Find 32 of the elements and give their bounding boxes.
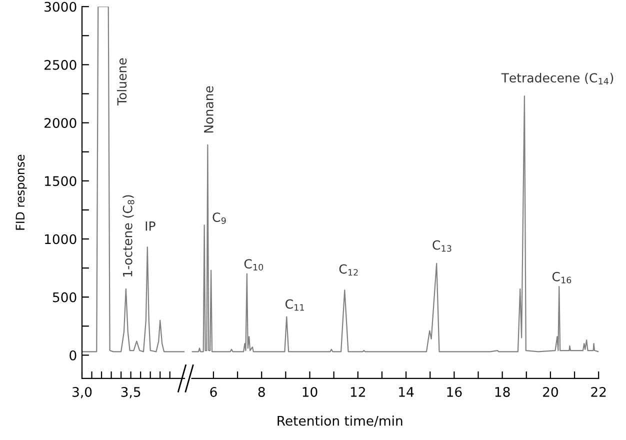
- y-tick-label: 0: [70, 350, 76, 360]
- y-tick-label: 1000: [45, 234, 76, 244]
- annotation: 1-octene (C$_{8}$): [122, 195, 134, 276]
- x-tick-label: 3,5: [121, 386, 140, 398]
- x-axis-title: Retention time/min: [278, 416, 402, 427]
- annotation: C$_{12}$: [339, 264, 358, 276]
- annotation: Nonane: [204, 86, 214, 133]
- annotation: Toluene: [116, 58, 127, 106]
- y-tick-label: 3000: [44, 2, 76, 12]
- annotation: C$_{16}$: [552, 272, 572, 284]
- x-tick-label: 18: [495, 386, 510, 397]
- x-tick-label: 10: [302, 386, 318, 397]
- line-series: [82, 6, 184, 352]
- annotation: Tetradecene (C$_{14}$): [501, 72, 614, 84]
- y-tick-label: 500: [52, 292, 76, 302]
- annotation: C$_{13}$: [432, 240, 452, 252]
- y-tick-label: 2000: [44, 118, 76, 128]
- y-tick-label: 1500: [45, 176, 76, 186]
- x-tick-label: 14: [399, 387, 414, 397]
- x-tick-label: 3,0: [72, 386, 92, 398]
- annotation: C$_{10}$: [244, 259, 264, 271]
- x-tick-label: 12: [350, 386, 365, 397]
- x-tick-label: 22: [591, 386, 606, 397]
- x-tick-label: 20: [543, 386, 558, 397]
- annotation: C$_{9}$: [212, 212, 226, 224]
- x-tick-label: 6: [210, 386, 217, 397]
- annotation: IP: [146, 222, 156, 231]
- y-axis-title: FID response: [16, 154, 27, 230]
- y-tick-label: 2500: [44, 60, 76, 70]
- x-tick-label: 8: [258, 386, 265, 397]
- x-tick-label: 16: [447, 386, 462, 397]
- annotation: C$_{11}$: [285, 299, 304, 311]
